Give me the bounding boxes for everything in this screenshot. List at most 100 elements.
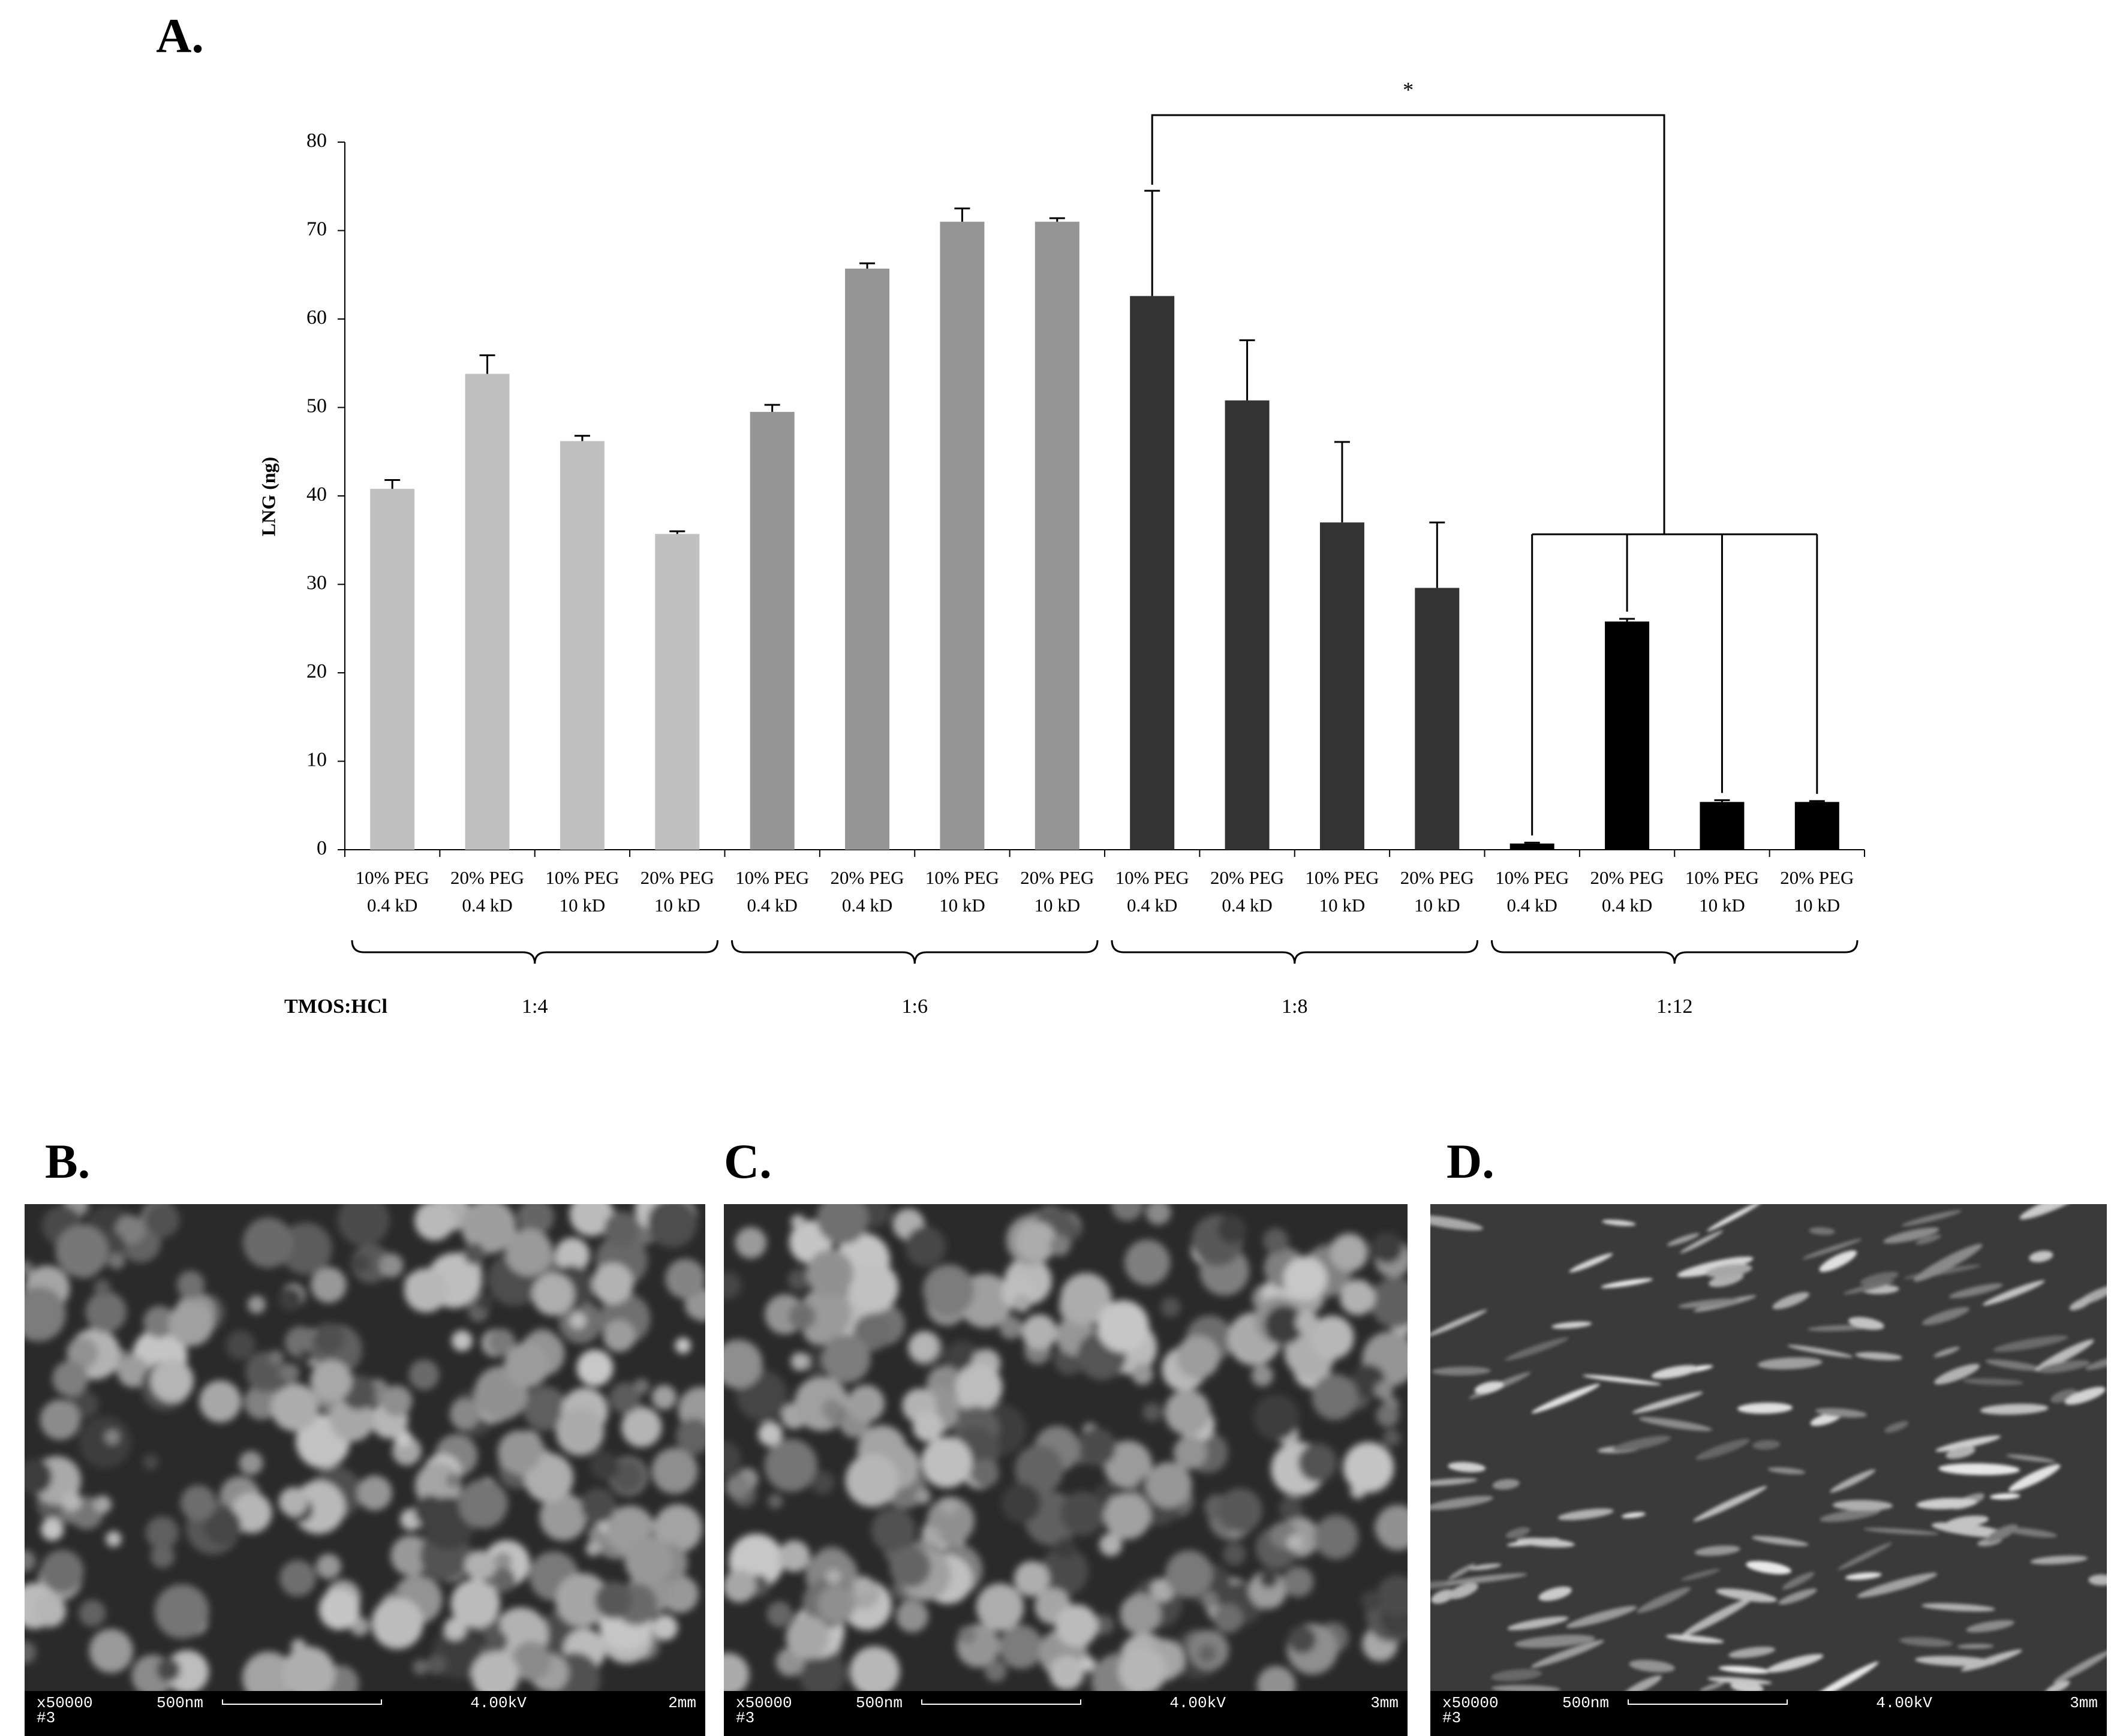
sem-streak [1913, 1244, 1983, 1282]
sem-streak [1815, 1408, 1868, 1418]
sem-particle [603, 1319, 636, 1352]
sem-particle [477, 1293, 493, 1310]
sem-streak [1706, 1263, 1752, 1278]
sem-particle [493, 1552, 512, 1571]
sem-particle [146, 1516, 179, 1550]
sem-streak [1820, 1508, 1881, 1522]
sem-particle [414, 1495, 446, 1527]
sem-streak [2050, 1389, 2077, 1403]
sem-magnification: x50000 [736, 1694, 792, 1712]
sem-streak [1986, 1524, 2018, 1542]
sem-particle [449, 1398, 480, 1430]
sem-particle [488, 1328, 516, 1356]
sem-streak [2035, 1339, 2094, 1371]
sem-particle [889, 1546, 931, 1588]
sem-particle [426, 1654, 447, 1675]
sem-streak [1993, 1335, 2068, 1352]
sem-particle [1259, 1569, 1279, 1588]
sem-particle [817, 1204, 868, 1244]
sem-streak [1613, 1436, 1671, 1452]
sem-scale-bar [921, 1699, 1081, 1705]
sem-streak [1845, 1572, 1882, 1580]
sem-particle [414, 1204, 455, 1241]
sem-streak [1491, 1669, 1542, 1681]
bar [1605, 621, 1650, 850]
sem-streak [1700, 1681, 1725, 1691]
x-tick-label: 10% PEG [1305, 867, 1379, 888]
error-bar [859, 262, 876, 269]
x-tick-label: 0.4 kD [842, 895, 892, 916]
error-bar [1809, 800, 1825, 802]
sem-particle [517, 1204, 554, 1235]
sem-particle [1217, 1488, 1262, 1533]
y-tick-label: 60 [306, 306, 327, 329]
sem-streak [1430, 1478, 1478, 1486]
sem-streak [1667, 1233, 1700, 1246]
sem-particle [446, 1473, 461, 1488]
sem-streak [1680, 1230, 1724, 1253]
sem-voltage: 4.00kV [1876, 1694, 1932, 1712]
sem-particle [798, 1650, 846, 1691]
sem-particle [768, 1494, 783, 1509]
sem-particle [665, 1259, 705, 1299]
sem-streak [1492, 1479, 1520, 1490]
sem-streak [1935, 1435, 2001, 1452]
sem-particle [1286, 1534, 1304, 1551]
sem-texture [25, 1204, 705, 1691]
sem-info-bar [724, 1691, 1408, 1736]
sem-info-bar [25, 1691, 705, 1736]
sem-particle [1015, 1445, 1064, 1494]
sem-particle [923, 1264, 975, 1316]
sem-streak [1989, 1493, 2020, 1500]
sem-particle [913, 1411, 943, 1442]
x-tick-label: 20% PEG [1020, 867, 1094, 888]
x-tick-label: 0.4 kD [747, 895, 797, 916]
panel-label: A. [156, 8, 204, 63]
sem-particle [176, 1271, 205, 1299]
sem-particle [404, 1268, 449, 1313]
bar [1225, 400, 1270, 850]
sem-streak [1980, 1403, 2049, 1415]
error-bar [1429, 521, 1445, 588]
sem-streak [2069, 1297, 2092, 1311]
x-tick-label: 10 kD [939, 895, 985, 916]
sem-particle [450, 1579, 500, 1629]
sem-particle [624, 1536, 673, 1585]
y-tick-label: 80 [306, 130, 327, 152]
sem-streak [1514, 1635, 1595, 1648]
sem-particle [1001, 1483, 1041, 1523]
sem-particle [151, 1544, 175, 1569]
sem-streak [2044, 1680, 2070, 1691]
x-tick-label: 20% PEG [1400, 867, 1474, 888]
sem-particle [465, 1550, 495, 1581]
x-tick-label: 10 kD [654, 895, 700, 916]
sem-particle [676, 1418, 705, 1454]
sem-streak [1432, 1366, 1491, 1376]
sem-streak [1766, 1654, 1824, 1673]
sem-particle [724, 1339, 763, 1389]
sem-streak [1632, 1391, 1703, 1413]
sem-particle [569, 1204, 614, 1236]
sem-streak [2030, 1556, 2088, 1564]
sem-particle [822, 1334, 871, 1383]
sem-particle [1257, 1666, 1296, 1691]
sem-particle [1371, 1232, 1403, 1263]
sem-particle [1370, 1277, 1408, 1328]
sem-particle [724, 1441, 741, 1475]
sem-streak [1772, 1292, 1809, 1310]
sem-particle [999, 1316, 1023, 1340]
sem-particle [675, 1337, 691, 1354]
sem-particle [1382, 1428, 1401, 1446]
sem-streak [1746, 1561, 1791, 1575]
sem-particle [524, 1453, 574, 1503]
sem-particle [278, 1287, 302, 1311]
sem-streak [1807, 1325, 1870, 1332]
y-tick-label: 10 [306, 748, 327, 771]
sem-streak [1843, 1280, 1895, 1295]
sem-particle [1014, 1561, 1050, 1597]
sem-particle [1097, 1300, 1149, 1352]
bar [465, 374, 510, 850]
sem-sample: #3 [736, 1709, 754, 1727]
sem-particle [1376, 1404, 1399, 1427]
sem-particle [94, 1279, 111, 1296]
